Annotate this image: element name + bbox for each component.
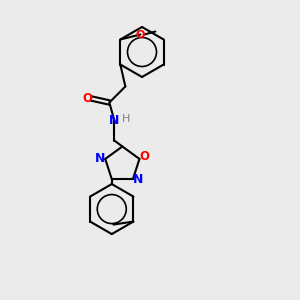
Text: N: N: [109, 114, 119, 127]
Text: O: O: [136, 29, 145, 40]
Text: O: O: [82, 92, 92, 105]
Text: N: N: [95, 152, 105, 165]
Text: O: O: [140, 150, 149, 164]
Text: N: N: [133, 172, 143, 186]
Text: H: H: [122, 113, 130, 124]
